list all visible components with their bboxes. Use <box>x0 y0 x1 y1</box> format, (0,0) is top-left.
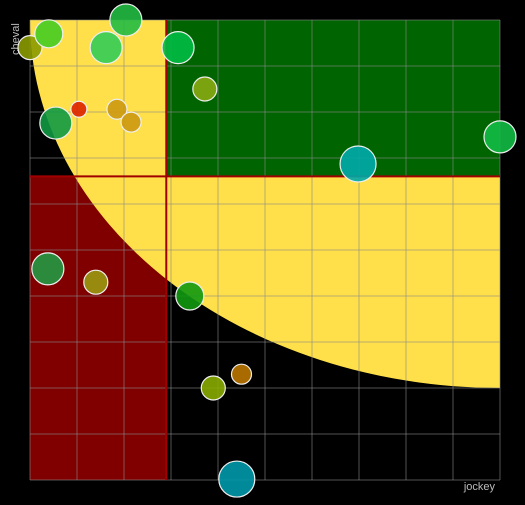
bubble <box>39 106 73 140</box>
bubble <box>200 375 226 401</box>
bubble <box>175 281 205 311</box>
bubble <box>109 3 143 37</box>
bubble <box>161 30 195 65</box>
bubble <box>106 98 128 120</box>
high-zone <box>166 20 500 177</box>
bubble <box>339 145 377 183</box>
bubble <box>17 34 43 61</box>
bubble <box>89 30 123 65</box>
bubble <box>192 76 218 102</box>
bubble <box>70 100 88 118</box>
bubble <box>120 111 142 133</box>
bubble <box>83 269 109 295</box>
x-axis-label: jockey <box>463 481 496 493</box>
bubble <box>230 363 253 385</box>
bubble <box>34 19 64 49</box>
bubble <box>31 252 65 286</box>
bubble <box>218 460 256 498</box>
bubble <box>483 120 517 154</box>
